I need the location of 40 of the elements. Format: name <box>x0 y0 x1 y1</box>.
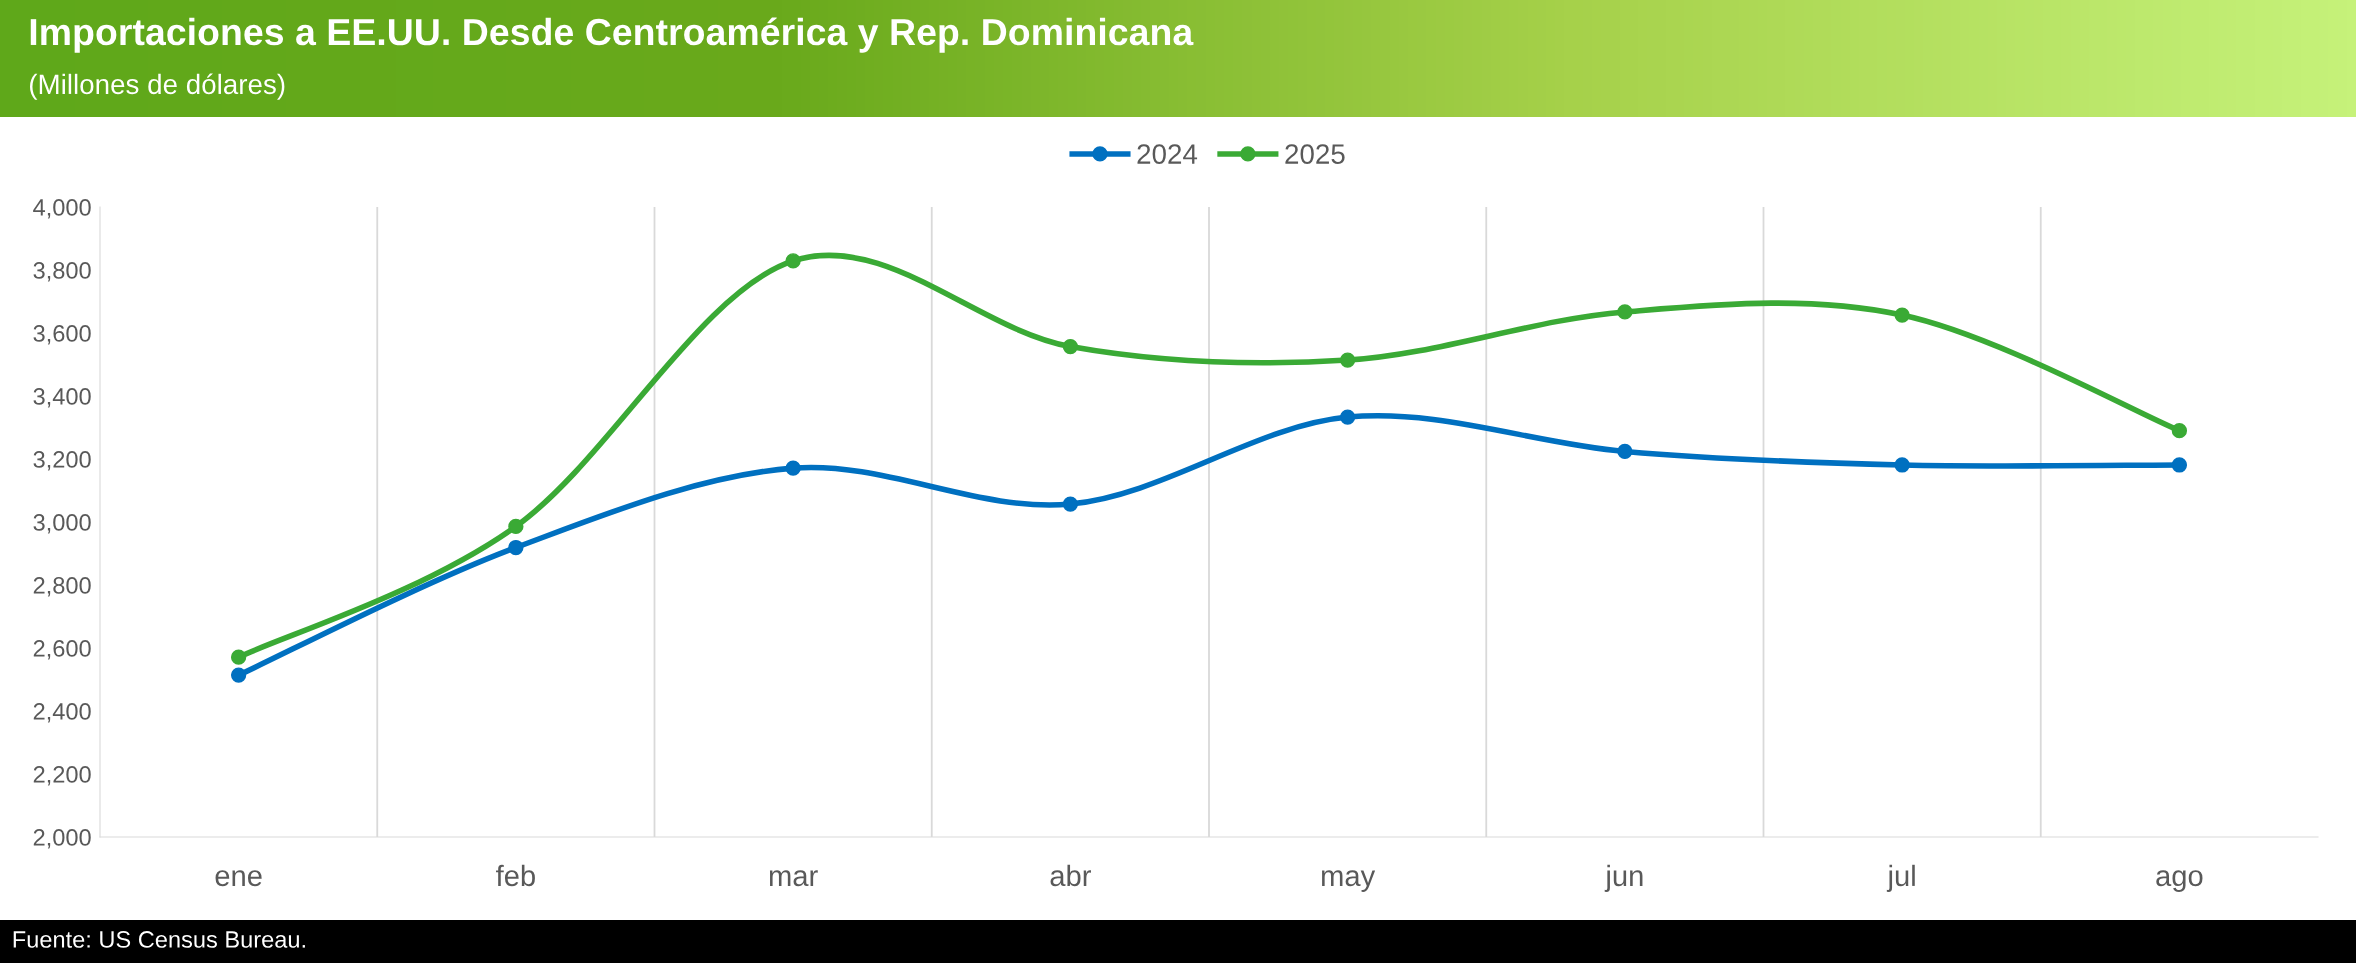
y-tick-label: 3,800 <box>33 262 91 282</box>
chart-title: Importaciones a EE.UU. Desde Centroamérica y Rep. Dominicana <box>30 17 1194 53</box>
point <box>1894 457 1910 473</box>
point <box>1617 304 1633 320</box>
point <box>1894 307 1910 323</box>
y-tick-label: 2,400 <box>33 703 91 723</box>
point <box>508 539 524 556</box>
point <box>1617 443 1633 460</box>
y-tick-label: 4,000 <box>33 199 91 219</box>
point <box>2171 423 2188 439</box>
x-tick-label: mar <box>769 870 818 887</box>
y-tick-label: 3,600 <box>33 325 91 345</box>
x-tick-label: jul <box>1886 864 1915 892</box>
point <box>1339 352 1356 368</box>
legend-label: 2025 <box>1285 144 1345 164</box>
point <box>1062 496 1079 512</box>
x-tick-label: may <box>1322 870 1376 892</box>
x-tick-label: ago <box>2156 870 2203 892</box>
point <box>785 460 801 476</box>
y-tick-label: 3,200 <box>33 451 91 471</box>
x-tick-label: abr <box>1050 864 1091 887</box>
point <box>2171 457 2188 473</box>
y-tick-label: 2,800 <box>33 577 91 597</box>
source-note: Fuente: US Census Bureau. <box>13 931 305 948</box>
chart-subtitle: (Millones de dólares) <box>30 73 285 100</box>
point <box>1062 338 1079 355</box>
y-tick-label: 3,400 <box>33 388 91 408</box>
x-tick-label: feb <box>496 864 535 887</box>
x-tick-label: jun <box>1604 864 1643 892</box>
legend-label: 2024 <box>1137 144 1198 164</box>
y-tick-label: 3,000 <box>33 514 91 534</box>
y-tick-label: 2,200 <box>33 766 91 786</box>
y-tick-label: 2,000 <box>33 829 91 849</box>
y-tick-label: 2,600 <box>33 640 91 660</box>
x-tick-label: ene <box>215 870 262 887</box>
point <box>230 649 247 665</box>
point <box>1339 409 1356 425</box>
point <box>785 253 801 269</box>
point <box>508 518 524 535</box>
point <box>230 667 247 683</box>
